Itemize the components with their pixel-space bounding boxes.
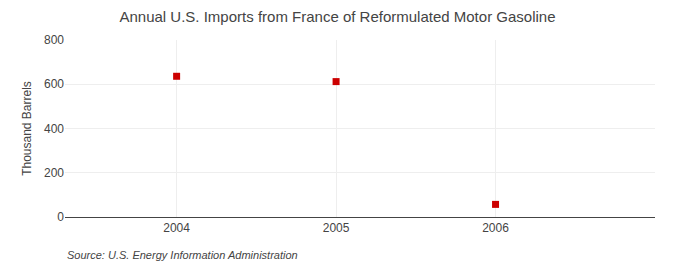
svg-text:2005: 2005 [323, 221, 350, 235]
svg-text:800: 800 [44, 33, 64, 47]
svg-text:Thousand Barrels: Thousand Barrels [20, 81, 34, 176]
svg-text:600: 600 [44, 77, 64, 91]
svg-text:Annual U.S. Imports from Franc: Annual U.S. Imports from France of Refor… [119, 8, 555, 25]
svg-text:200: 200 [44, 166, 64, 180]
svg-text:0: 0 [57, 210, 64, 224]
svg-text:2006: 2006 [482, 221, 509, 235]
svg-text:2004: 2004 [163, 221, 190, 235]
svg-text:Source: U.S. Energy Informatio: Source: U.S. Energy Information Administ… [67, 249, 298, 261]
svg-text:400: 400 [44, 122, 64, 136]
